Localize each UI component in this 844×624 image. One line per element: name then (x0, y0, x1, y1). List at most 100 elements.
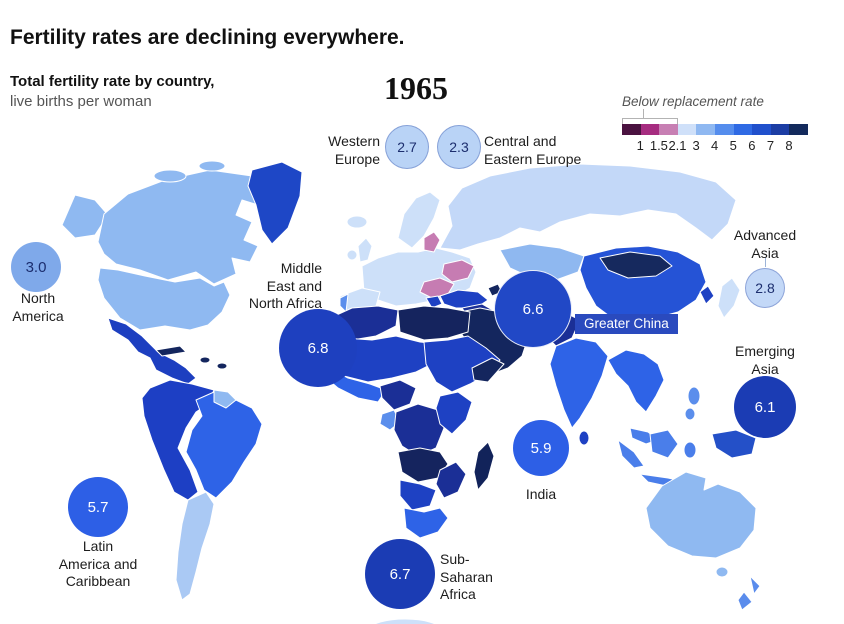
bubble-central-eastern-europe: 2.3 (437, 125, 481, 169)
map-region-mongolia (599, 251, 673, 279)
label-line: Caribbean (65, 573, 131, 589)
map-region-iceland (346, 215, 368, 229)
page-title: Fertility rates are declining everywhere… (10, 26, 405, 49)
label-line: India (525, 486, 557, 502)
label-north-america: North America (0, 290, 76, 325)
subtitle-bold-line: Total fertility rate by country, (10, 73, 215, 90)
label-line: Central and (484, 133, 557, 149)
legend-swatch (659, 124, 678, 135)
label-line: Latin (82, 538, 114, 554)
label-line: America (12, 307, 64, 324)
label-central-eastern-europe: Central and Eastern Europe (484, 133, 594, 168)
legend-bracket (622, 109, 678, 124)
legend-tick-label: 1.5 (649, 138, 668, 153)
legend-ticks: 1 1.5 2.1 3 4 5 6 7 8 (631, 138, 822, 153)
legend-tick-label: 4 (711, 138, 719, 153)
map-region-cuba (155, 345, 187, 357)
map-region-caribbean-island (199, 356, 211, 364)
map-region-baltics-pink (423, 231, 441, 253)
map-region-antarctic-edge (373, 618, 437, 624)
map-region-philippines (687, 386, 701, 406)
label-line: Emerging (735, 343, 795, 359)
legend-swatch (714, 124, 734, 135)
bubble-india: 5.9 (513, 420, 569, 476)
map-region-guyanas (213, 389, 237, 409)
legend-bracket-stem (643, 109, 644, 118)
legend-bar (622, 124, 822, 135)
label-line: Sub- (440, 551, 470, 567)
label-line: North (20, 290, 56, 306)
label-line: America and (58, 555, 138, 572)
legend-swatch (752, 124, 771, 135)
bubble-advanced-asia: 2.8 (745, 268, 785, 308)
label-line: Asia (751, 244, 779, 261)
label-sub-saharan-africa: Sub- Saharan Africa (440, 551, 520, 604)
map-region-uk (357, 237, 373, 263)
legend-bracket-span (622, 118, 678, 124)
label-emerging-asia: Emerging Asia (725, 343, 805, 378)
map-region-madagascar (473, 441, 495, 491)
advanced-asia-connector-line (765, 258, 766, 267)
map-region-australia (645, 471, 757, 559)
map-region-ukraine-pink (441, 259, 475, 283)
map-region-sulawesi (683, 441, 697, 459)
map-region-india (549, 337, 609, 429)
label-middle-east-north-africa: Middle East and North Africa (236, 260, 322, 313)
map-region-balkans (425, 295, 443, 309)
map-region-new-zealand (749, 575, 761, 595)
label-line: Europe (334, 150, 380, 167)
map-region-east-africa (435, 391, 473, 435)
legend-swatch (789, 124, 808, 135)
label-line: North Africa (248, 295, 322, 311)
year-label: 1965 (384, 70, 448, 106)
legend-tick-label: 3 (692, 138, 700, 153)
legend-tick-label: 7 (766, 138, 775, 153)
chart-subtitle: Total fertility rate by country, live bi… (10, 72, 214, 111)
subtitle-light-line: live births per woman (10, 92, 152, 110)
map-region-tasmania (715, 566, 729, 578)
label-greater-china-badge: Greater China (575, 314, 678, 334)
bubble-western-europe: 2.7 (385, 125, 429, 169)
legend-tick-label: 2.1 (668, 138, 687, 153)
map-region-scandinavia (397, 191, 441, 249)
legend-swatch (696, 124, 715, 135)
map-region-philippines (684, 407, 696, 421)
label-western-europe: Western Europe (308, 133, 380, 168)
bubble-north-america: 3.0 (11, 242, 61, 292)
legend-swatch (770, 124, 790, 135)
map-region-andes-countries (141, 379, 215, 501)
map-region-russia (439, 163, 737, 251)
label-line: Asia (751, 360, 779, 377)
label-line: Western (328, 133, 380, 149)
label-india: India (511, 486, 571, 504)
map-region-japan (717, 277, 741, 319)
legend-tick-label: 1 (636, 138, 644, 153)
map-region-libya-egypt (397, 305, 471, 341)
legend-tick-label: 5 (729, 138, 737, 153)
legend-swatch (622, 124, 641, 135)
bubble-sub-saharan-africa: 6.7 (365, 539, 435, 609)
label-line: East and (266, 277, 322, 294)
legend-tick-label: 8 (785, 138, 793, 153)
legend-title: Below replacement rate (622, 94, 764, 109)
map-region-canada (97, 169, 269, 285)
map-region-korea (699, 285, 715, 305)
bubble-emerging-asia: 6.1 (734, 376, 796, 438)
map-region-argentina-chile (175, 491, 215, 601)
map-region-arctic-island (153, 169, 187, 183)
legend-tick-label: 6 (748, 138, 756, 153)
map-region-usa (97, 267, 231, 331)
bubble-latin-america: 5.7 (68, 477, 128, 537)
map-region-caribbean-island (216, 362, 228, 370)
map-region-namibia-botswana (399, 479, 437, 511)
map-region-arctic-island (198, 160, 226, 172)
label-latin-america: Latin America and Caribbean (48, 538, 148, 591)
map-region-mozambique (435, 461, 467, 499)
map-region-new-zealand (737, 591, 753, 611)
map-region-borneo (649, 429, 679, 459)
bubble-greater-china: 6.6 (494, 270, 572, 348)
map-region-ireland (346, 249, 358, 261)
map-region-congo (393, 403, 445, 457)
